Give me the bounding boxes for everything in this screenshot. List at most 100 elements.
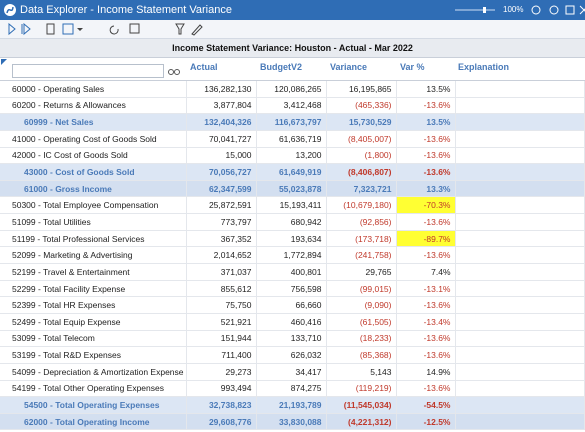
search-box[interactable] [12, 64, 164, 78]
explanation-cell[interactable] [455, 113, 585, 131]
grid-row[interactable]: 51099 - Total Utilities 773,797 680,942 (92… [0, 213, 585, 231]
grid-row[interactable]: 54199 - Total Other Operating Expenses 99… [0, 380, 585, 398]
cell: -13.6% [396, 296, 456, 314]
cell: (10,679,180) [326, 196, 397, 215]
grid-row[interactable]: 52199 - Travel & Entertainment 371,037 400… [0, 263, 585, 281]
explanation-cell[interactable] [455, 97, 585, 115]
explanation-cell[interactable] [455, 330, 585, 348]
cell: 55,023,878 [256, 180, 327, 198]
cell: -13.6% [396, 330, 456, 348]
row-label: 41000 - Operating Cost of Goods Sold [0, 130, 187, 148]
grid-row[interactable]: 52099 - Marketing & Advertising 2,014,652… [0, 246, 585, 265]
cell: -13.6% [396, 97, 456, 115]
grid-row[interactable]: 60000 - Operating Sales 136,282,130 120,08… [0, 81, 585, 98]
cell: 400,801 [256, 263, 327, 281]
cell: 367,352 [186, 230, 257, 248]
cell: (173,718) [326, 230, 397, 248]
column-header[interactable]: Variance [330, 62, 368, 72]
row-label: 52299 - Total Facility Expense [0, 280, 187, 298]
explanation-cell[interactable] [455, 363, 585, 381]
explanation-cell[interactable] [455, 296, 585, 314]
toolbar [0, 20, 585, 39]
grid-row[interactable]: 50300 - Total Employee Compensation 25,87… [0, 196, 585, 215]
cell: -13.4% [396, 313, 456, 331]
grid-row[interactable]: 52399 - Total HR Expenses 75,750 66,660 (9,… [0, 296, 585, 314]
cell: 521,921 [186, 313, 257, 331]
grid-row[interactable]: 41000 - Operating Cost of Goods Sold 70,0… [0, 130, 585, 148]
explanation-cell[interactable] [455, 263, 585, 281]
grid-row[interactable]: 53099 - Total Telecom 151,944 133,710 (18,2… [0, 330, 585, 348]
explanation-cell[interactable] [455, 180, 585, 198]
cell: (99,015) [326, 280, 397, 298]
grid-row[interactable]: 54500 - Total Operating Expenses 32,738,8… [0, 396, 585, 414]
column-header[interactable]: BudgetV2 [260, 62, 303, 72]
cell: (8,405,007) [326, 130, 397, 148]
column-header[interactable]: Explanation [458, 62, 510, 72]
grid-row[interactable]: 60999 - Net Sales 132,404,326 116,673,797 1… [0, 113, 585, 131]
cell: (1,800) [326, 147, 397, 165]
cell: 136,282,130 [186, 81, 257, 98]
cell: (9,090) [326, 296, 397, 314]
grid-row[interactable]: 60200 - Returns & Allowances 3,877,804 3,4… [0, 97, 585, 115]
row-label: 52199 - Travel & Entertainment [0, 263, 187, 281]
cell: 21,193,789 [256, 396, 327, 414]
explanation-cell[interactable] [455, 81, 585, 98]
grid-row[interactable]: 42000 - IC Cost of Goods Sold 15,000 13,20… [0, 147, 585, 165]
cell: 756,598 [256, 280, 327, 298]
binoculars-icon[interactable] [168, 66, 180, 76]
cell: 70,041,727 [186, 130, 257, 148]
row-label: 53099 - Total Telecom [0, 330, 187, 348]
zoom-slider[interactable] [455, 7, 495, 13]
column-header[interactable]: Var % [400, 62, 425, 72]
cell: 855,612 [186, 280, 257, 298]
cell: 116,673,797 [256, 113, 327, 131]
grid-row[interactable]: 52299 - Total Facility Expense 855,612 756… [0, 280, 585, 298]
grid-row[interactable]: 62000 - Total Operating Income 29,608,776… [0, 413, 585, 431]
row-label: 60000 - Operating Sales [0, 81, 187, 98]
cell: 32,738,823 [186, 396, 257, 414]
cell: 193,634 [256, 230, 327, 248]
explanation-cell[interactable] [455, 346, 585, 364]
cell: 133,710 [256, 330, 327, 348]
window-buttons[interactable] [530, 4, 585, 16]
explanation-cell[interactable] [455, 413, 585, 431]
explanation-cell[interactable] [455, 396, 585, 414]
grid-row[interactable]: 53199 - Total R&D Expenses 711,400 626,032… [0, 346, 585, 364]
cell: (18,233) [326, 330, 397, 348]
grid-row[interactable]: 52499 - Total Equip Expense 521,921 460,41… [0, 313, 585, 331]
cell: 874,275 [256, 380, 327, 398]
toolbar-icons[interactable] [0, 20, 240, 38]
explanation-cell[interactable] [455, 313, 585, 331]
explanation-cell[interactable] [455, 196, 585, 215]
zoom-level: 100% [503, 5, 524, 14]
cell: -13.6% [396, 163, 456, 181]
grid-row[interactable]: 51199 - Total Professional Services 367,3… [0, 230, 585, 248]
cell: 773,797 [186, 213, 257, 231]
grid-row[interactable]: 61000 - Gross Income 62,347,599 55,023,878… [0, 180, 585, 198]
data-grid: 60000 - Operating Sales 136,282,130 120,08… [0, 81, 585, 431]
cell: 13.5% [396, 81, 456, 98]
grid-row[interactable]: 43000 - Cost of Goods Sold 70,056,727 61,6… [0, 163, 585, 181]
cell: 29,765 [326, 263, 397, 281]
cell: (92,856) [326, 213, 397, 231]
explanation-cell[interactable] [455, 230, 585, 248]
row-label: 54500 - Total Operating Expenses [0, 396, 187, 414]
explanation-cell[interactable] [455, 213, 585, 231]
cell: -13.6% [396, 346, 456, 364]
explanation-cell[interactable] [455, 130, 585, 148]
row-label: 54099 - Depreciation & Amortization Expe… [0, 363, 187, 381]
explanation-cell[interactable] [455, 380, 585, 398]
grid-row[interactable]: 54099 - Depreciation & Amortization Expe… [0, 363, 585, 381]
cell: 7,323,721 [326, 180, 397, 198]
column-header[interactable]: Actual [190, 62, 218, 72]
cell: -89.7% [396, 230, 456, 248]
explanation-cell[interactable] [455, 163, 585, 181]
cell: 14.9% [396, 363, 456, 381]
cell: 61,649,919 [256, 163, 327, 181]
cell: 3,412,468 [256, 97, 327, 115]
explanation-cell[interactable] [455, 147, 585, 165]
explanation-cell[interactable] [455, 280, 585, 298]
explanation-cell[interactable] [455, 246, 585, 265]
cell: 29,273 [186, 363, 257, 381]
